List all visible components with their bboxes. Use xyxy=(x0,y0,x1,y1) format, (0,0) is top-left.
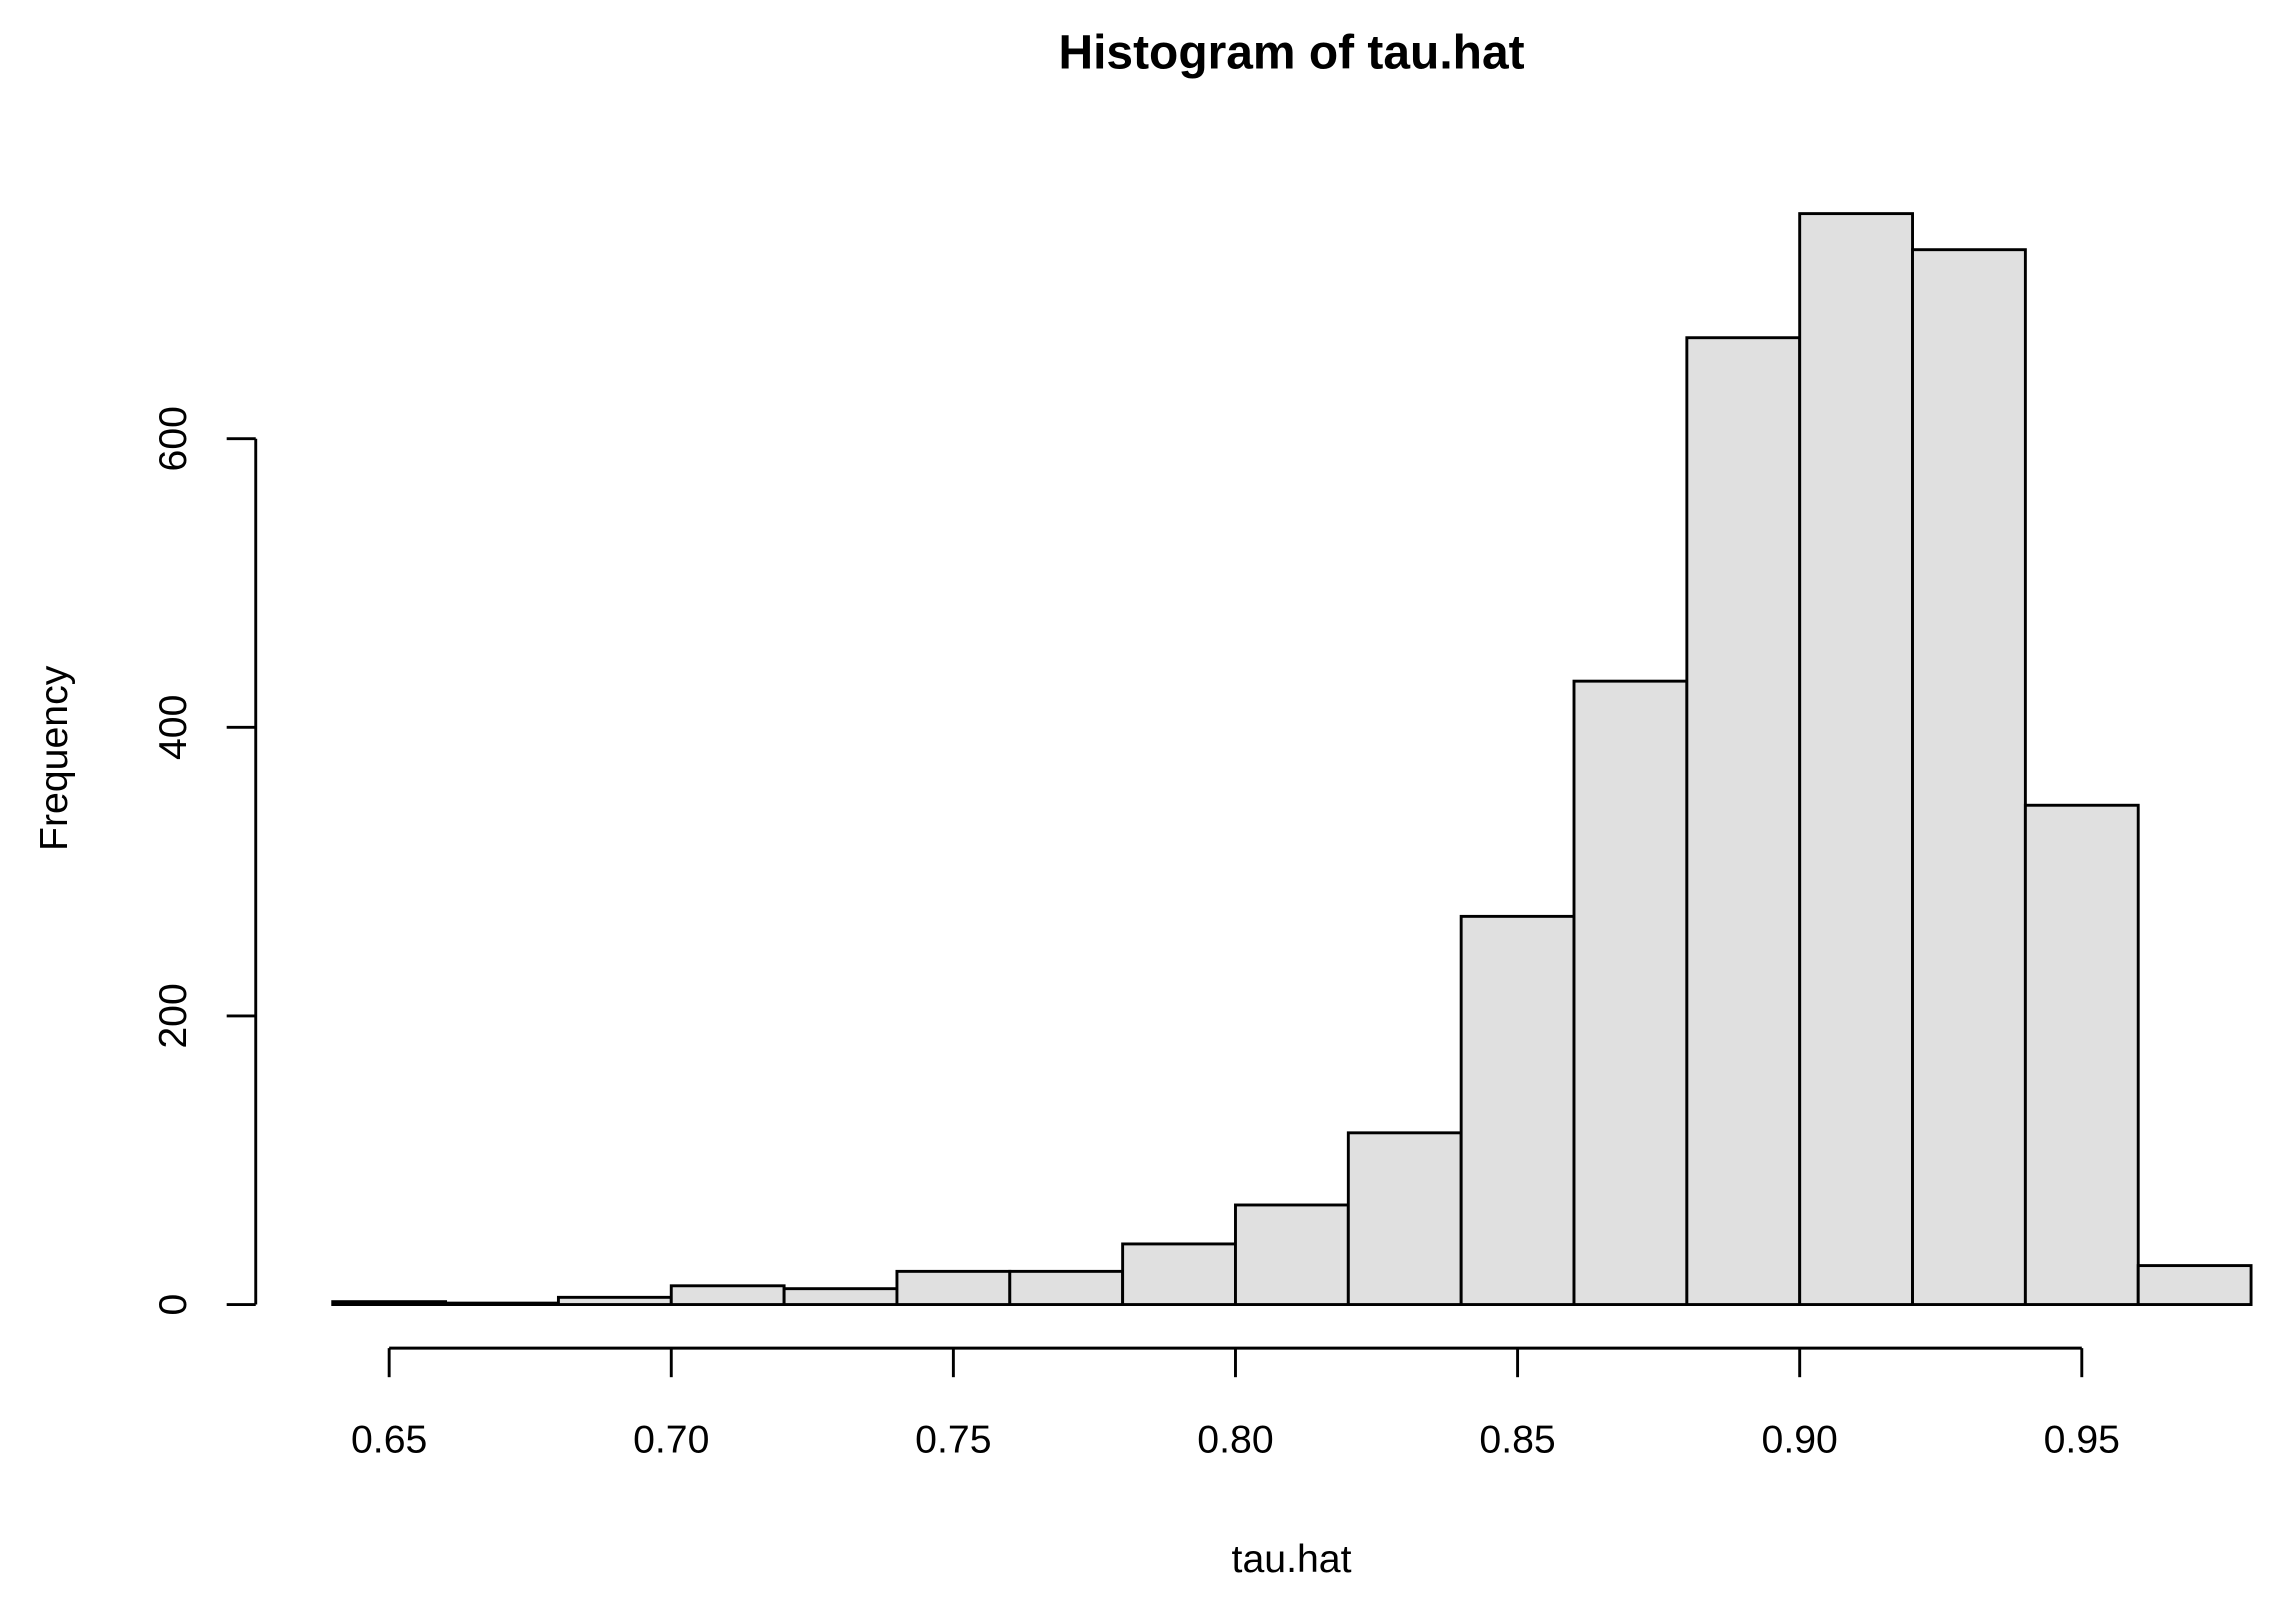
bar xyxy=(1685,336,1802,1307)
bar xyxy=(331,1300,448,1307)
bar xyxy=(1121,1242,1237,1307)
x-tick-label: 0.85 xyxy=(1479,1418,1555,1462)
y-tick-label: 200 xyxy=(151,983,195,1048)
bar xyxy=(669,1284,786,1307)
bar xyxy=(1572,679,1689,1307)
x-tick-label: 0.75 xyxy=(915,1418,991,1462)
bar xyxy=(1798,212,1914,1307)
bar xyxy=(895,1269,1012,1307)
bar xyxy=(1459,914,1576,1307)
bar xyxy=(782,1287,899,1307)
y-tick-label: 0 xyxy=(151,1294,195,1316)
x-tick-label: 0.65 xyxy=(351,1418,427,1462)
x-tick-label: 0.90 xyxy=(1762,1418,1838,1462)
x-tick-label: 0.95 xyxy=(2044,1418,2120,1462)
x-tick-label: 0.80 xyxy=(1197,1418,1273,1462)
bar xyxy=(2023,803,2140,1307)
chart-title: Histogram of tau.hat xyxy=(1058,26,1524,79)
bar xyxy=(1008,1269,1125,1307)
x-axis-label: tau.hat xyxy=(1232,1537,1352,1581)
y-axis-label: Frequency xyxy=(32,665,76,851)
bar xyxy=(1346,1131,1463,1307)
bar xyxy=(556,1295,673,1307)
x-tick-label: 0.70 xyxy=(633,1418,709,1462)
y-tick-label: 400 xyxy=(151,695,195,760)
bar xyxy=(1234,1203,1350,1307)
bar xyxy=(444,1301,560,1307)
bar xyxy=(2136,1264,2253,1307)
y-tick-label: 600 xyxy=(151,406,195,471)
bar xyxy=(1911,248,2027,1307)
